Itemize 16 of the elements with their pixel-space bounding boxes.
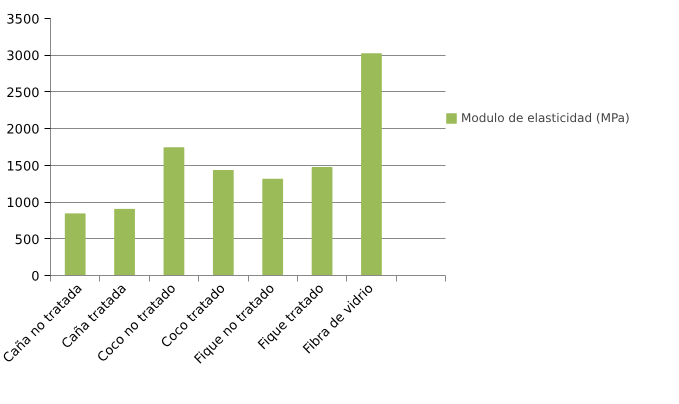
bar	[361, 53, 382, 276]
y-tick-label: 1500	[6, 159, 40, 174]
y-tick-label: 0	[31, 270, 40, 284]
y-tick-label: 2500	[6, 86, 40, 101]
bar	[64, 213, 86, 276]
legend-label: Modulo de elasticidad (MPa)	[461, 111, 630, 125]
bar	[312, 167, 332, 276]
y-tick-label: 500	[14, 232, 40, 248]
y-tick-label: 3500	[6, 12, 40, 28]
bar	[212, 170, 234, 276]
y-tick-label: 3000	[6, 49, 40, 64]
bar	[262, 178, 284, 276]
y-tick-label: 1000	[6, 196, 40, 212]
y-tick-label: 2000	[6, 122, 40, 138]
bar	[164, 147, 184, 276]
bar	[114, 208, 135, 276]
